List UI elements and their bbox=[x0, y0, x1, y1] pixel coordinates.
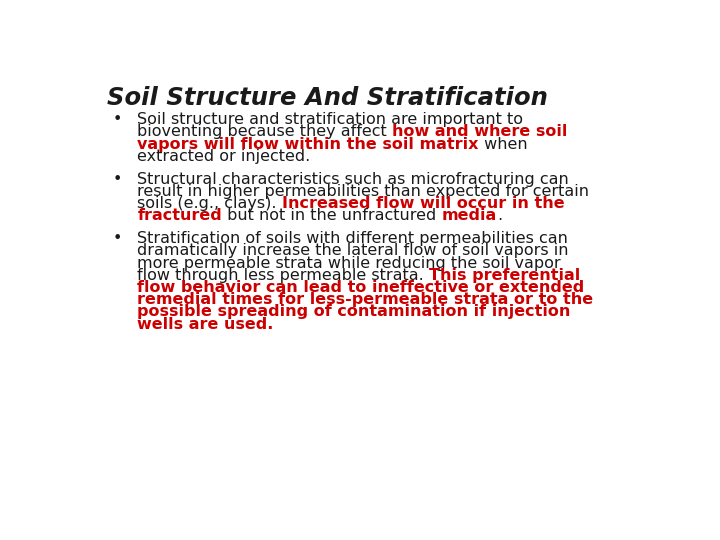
Text: flow through less permeable strata.: flow through less permeable strata. bbox=[138, 268, 429, 283]
Text: wells are used.: wells are used. bbox=[138, 316, 274, 332]
Text: flow behavior can lead to ineffective or extended: flow behavior can lead to ineffective or… bbox=[138, 280, 585, 295]
Text: Stratification of soils with different permeabilities can: Stratification of soils with different p… bbox=[138, 231, 568, 246]
Text: soils (e.g., clays).: soils (e.g., clays). bbox=[138, 196, 282, 211]
Text: Structural characteristics such as microfracturing can: Structural characteristics such as micro… bbox=[138, 172, 570, 187]
Text: •: • bbox=[112, 231, 122, 246]
Text: remedial times for less-permeable strata or to the: remedial times for less-permeable strata… bbox=[138, 292, 593, 307]
Text: Soil Structure And Stratification: Soil Structure And Stratification bbox=[107, 85, 548, 110]
Text: •: • bbox=[112, 172, 122, 187]
Text: dramatically increase the lateral flow of soil vapors in: dramatically increase the lateral flow o… bbox=[138, 244, 569, 258]
Text: .: . bbox=[497, 208, 502, 224]
Text: bioventing because they affect: bioventing because they affect bbox=[138, 124, 392, 139]
Text: how and where soil: how and where soil bbox=[392, 124, 567, 139]
Text: when: when bbox=[479, 137, 528, 152]
Text: extracted or injected.: extracted or injected. bbox=[138, 149, 311, 164]
Text: fractured: fractured bbox=[138, 208, 222, 224]
Text: more permeable strata while reducing the soil vapor: more permeable strata while reducing the… bbox=[138, 255, 561, 271]
Text: Increased flow will occur in the: Increased flow will occur in the bbox=[282, 196, 564, 211]
Text: Soil structure and stratification are important to: Soil structure and stratification are im… bbox=[138, 112, 523, 127]
Text: but not in the unfractured: but not in the unfractured bbox=[222, 208, 441, 224]
Text: vapors will flow within the soil matrix: vapors will flow within the soil matrix bbox=[138, 137, 479, 152]
Text: This preferential: This preferential bbox=[429, 268, 580, 283]
Text: media: media bbox=[441, 208, 497, 224]
Text: result in higher permeabilities than expected for certain: result in higher permeabilities than exp… bbox=[138, 184, 590, 199]
Text: possible spreading of contamination if injection: possible spreading of contamination if i… bbox=[138, 305, 571, 320]
Text: •: • bbox=[112, 112, 122, 127]
